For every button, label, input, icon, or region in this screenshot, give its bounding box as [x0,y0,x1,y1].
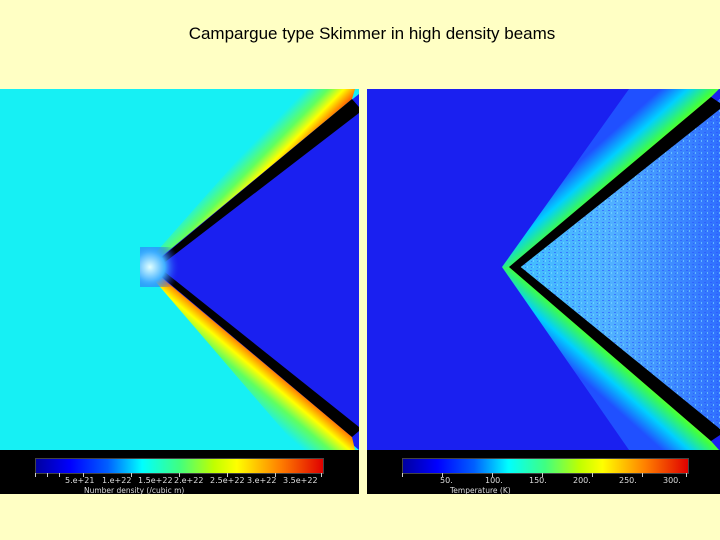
colorbar-tick-label: 1.5e+22 [138,476,173,485]
colorbar-caption: Temperature (K) [450,486,511,495]
number-density-plot: 5.e+21 1.e+22 1.5e+22 2.e+22 2.5e+22 3.e… [0,89,359,495]
colorbar-tick-label: 3.e+22 [247,476,277,485]
colorbar-tick-label: 2.5e+22 [210,476,245,485]
colorbar-tick-label: 300. [663,476,681,485]
colorbar-tick-label: 100. [485,476,503,485]
number-density-field [0,89,359,450]
colorbar-tick-label: 150. [529,476,547,485]
colorbar-tick-label: 3.5e+22 [283,476,318,485]
colorbar-tick-label: 250. [619,476,637,485]
colorbar-tick-label: 1.e+22 [102,476,132,485]
colorbar-tick-label: 50. [440,476,453,485]
colorbar-tick-label: 2.e+22 [174,476,204,485]
colorbar-caption: Number density (/cubic m) [84,486,185,495]
slide-title: Campargue type Skimmer in high density b… [188,24,556,43]
temperature-colorbar: 50. 100. 150. 200. 250. 300. Temperature… [367,450,720,495]
colorbar-tick-label: 200. [573,476,591,485]
temperature-plot: 50. 100. 150. 200. 250. 300. Temperature… [367,89,720,495]
colorbar-gradient [402,458,689,474]
temperature-field [367,89,720,450]
colorbar-tick-label: 5.e+21 [65,476,95,485]
colorbar-gradient [35,458,324,474]
number-density-colorbar: 5.e+21 1.e+22 1.5e+22 2.e+22 2.5e+22 3.e… [0,450,359,495]
